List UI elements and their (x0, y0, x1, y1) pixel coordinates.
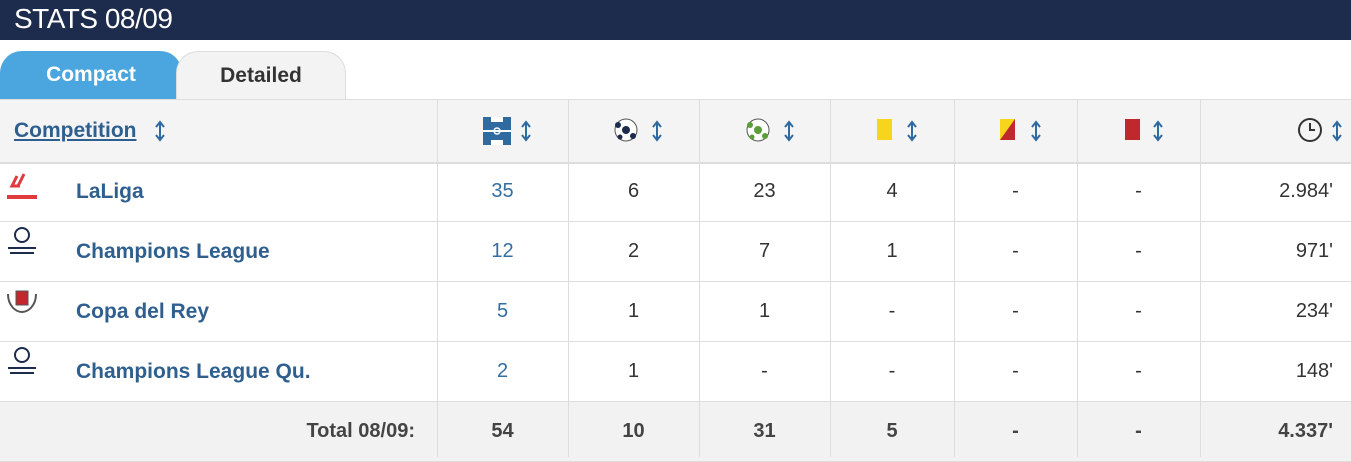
tab-compact[interactable]: Compact (0, 51, 182, 99)
column-divider (568, 99, 569, 457)
appearances-icon (483, 117, 511, 145)
appearances[interactable]: 35 (491, 180, 514, 202)
assists: - (761, 360, 768, 382)
minutes-icon (1298, 118, 1322, 142)
assists: 1 (758, 300, 771, 322)
table-row (0, 342, 1351, 402)
table-row (0, 282, 1351, 342)
yellow-red-card-icon (1000, 119, 1015, 140)
competition-name[interactable]: LaLiga (76, 180, 144, 203)
yellow-red-cards: - (1012, 300, 1019, 322)
column-divider (437, 99, 438, 457)
section-title: STATS 08/09 (14, 3, 173, 34)
column-divider (1077, 99, 1078, 457)
column-divider (954, 99, 955, 457)
table-row (0, 222, 1351, 282)
tab-detailed[interactable]: Detailed (176, 51, 346, 100)
header-icons (155, 117, 1342, 145)
column-divider (1200, 99, 1201, 457)
appearances[interactable]: 2 (496, 360, 509, 382)
minutes: 2.984' (1279, 180, 1333, 202)
appearances[interactable]: 5 (496, 300, 509, 322)
minutes: 4.337' (1278, 420, 1333, 442)
red-cards: - (1135, 420, 1142, 442)
assists-icon (746, 118, 770, 142)
competition-name[interactable]: Copa del Rey (76, 300, 210, 323)
yellow-cards: 1 (886, 240, 898, 262)
assists: 31 (753, 420, 776, 442)
yellow-card-icon (877, 119, 892, 140)
ucl-logo (8, 227, 36, 254)
ucl-qual-logo (8, 347, 36, 374)
yellow-cards: - (888, 360, 896, 382)
red-cards: - (1135, 360, 1142, 382)
title-bar: STATS 08/09 (0, 0, 1351, 40)
competition-header[interactable]: Competition (14, 119, 137, 142)
red-cards: - (1135, 300, 1142, 322)
minutes: 148' (1295, 360, 1333, 382)
minutes: 234' (1295, 300, 1333, 322)
yellow-red-cards: - (1012, 360, 1019, 382)
sort-icon[interactable] (784, 120, 794, 142)
sort-icon[interactable] (521, 120, 531, 142)
sort-icon[interactable] (155, 120, 165, 142)
competition-name[interactable]: Champions League Qu. (76, 360, 311, 383)
minutes: 971' (1295, 240, 1333, 262)
appearances[interactable]: 12 (491, 240, 514, 262)
goals: 1 (627, 360, 640, 382)
yellow-red-cards: - (1012, 180, 1019, 202)
sort-icon[interactable] (907, 120, 917, 142)
column-divider (699, 99, 700, 457)
column-divider (830, 99, 831, 457)
copa-logo (7, 290, 37, 314)
goals: 2 (627, 240, 640, 262)
sort-icon[interactable] (652, 120, 662, 142)
red-cards: - (1135, 180, 1142, 202)
yellow-cards: 4 (886, 180, 898, 202)
table-row (0, 162, 1351, 222)
goals: 10 (622, 420, 645, 442)
assists: 7 (758, 240, 771, 262)
appearances: 54 (491, 420, 514, 442)
total-row (0, 402, 1351, 462)
red-cards: - (1135, 240, 1142, 262)
goals-icon (614, 118, 638, 142)
assists: 23 (753, 180, 776, 202)
competition-logos (7, 173, 37, 374)
goals: 6 (627, 180, 640, 202)
yellow-cards: 5 (886, 420, 898, 442)
laliga-logo (7, 173, 37, 199)
red-card-icon (1125, 119, 1140, 140)
total-label: Total 08/09: (306, 420, 415, 442)
sort-icon[interactable] (1153, 120, 1163, 142)
sort-icon[interactable] (1031, 120, 1041, 142)
yellow-red-cards: - (1012, 240, 1019, 262)
sort-icon[interactable] (1332, 120, 1342, 142)
competition-name[interactable]: Champions League (76, 240, 270, 263)
yellow-cards: - (888, 300, 896, 322)
goals: 1 (627, 300, 640, 322)
yellow-red-cards: - (1012, 420, 1019, 442)
